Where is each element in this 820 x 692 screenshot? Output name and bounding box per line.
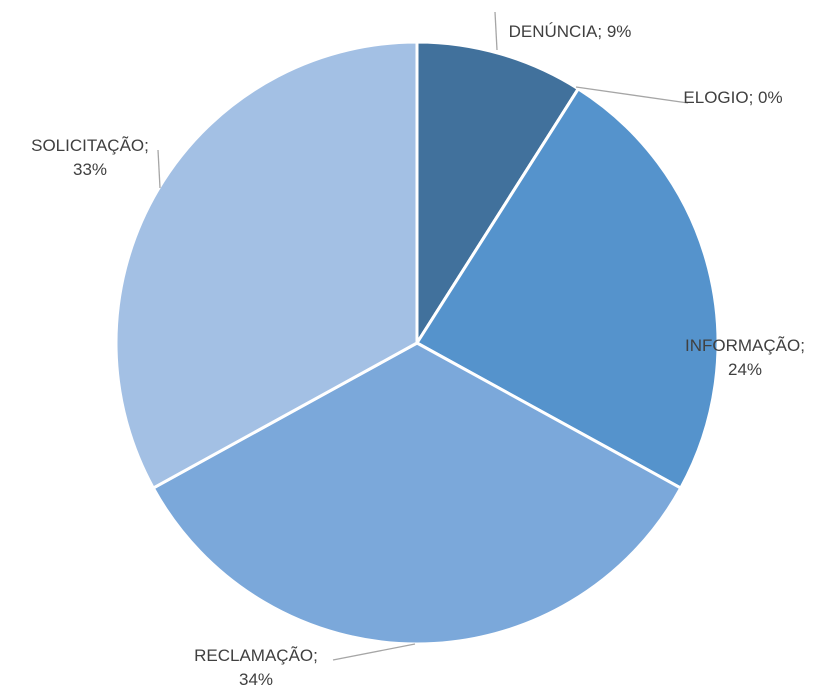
leader-line	[575, 86, 689, 104]
data-label: ELOGIO; 0%	[683, 88, 783, 107]
pie-slice	[415, 40, 580, 345]
data-label: INFORMAÇÃO; 24%	[685, 336, 805, 379]
data-label: SOLICITAÇÃO; 33%	[31, 136, 149, 179]
leader-line	[494, 11, 498, 51]
data-label: RECLAMAÇÃO; 34%	[194, 646, 318, 689]
leader-line	[157, 149, 161, 189]
pie-slice	[151, 341, 683, 646]
pie-slice	[415, 87, 720, 490]
slices	[114, 40, 720, 646]
pie-slice	[114, 40, 419, 490]
leader-line	[332, 643, 416, 661]
data-label: DENÚNCIA; 9%	[508, 22, 632, 41]
